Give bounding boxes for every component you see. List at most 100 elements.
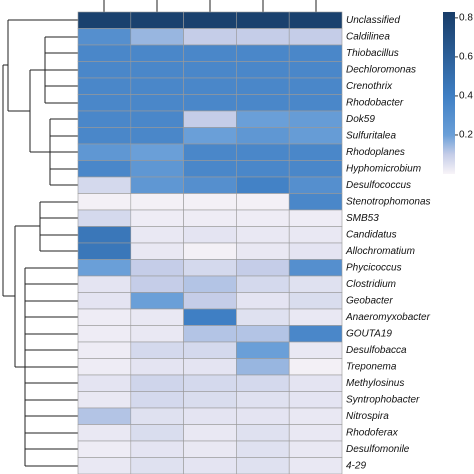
heatmap-cell xyxy=(77,259,132,277)
heatmap-cell xyxy=(183,325,237,343)
heatmap-cell xyxy=(183,308,237,326)
heatmap-cell xyxy=(288,77,343,95)
heatmap-cell xyxy=(183,440,237,458)
heatmap-cell xyxy=(236,176,290,194)
heatmap-cell xyxy=(183,127,237,145)
heatmap-cell xyxy=(130,341,184,359)
colorbar xyxy=(443,12,455,174)
heatmap-cell xyxy=(236,242,290,260)
heatmap-cell xyxy=(77,110,132,128)
row-label: Rhodobacter xyxy=(346,97,404,108)
row-label: Crenothrix xyxy=(346,81,393,92)
heatmap-cell xyxy=(130,127,184,145)
heatmap-cell xyxy=(183,226,237,244)
heatmap-cell xyxy=(77,127,132,145)
heatmap-cell xyxy=(288,127,343,145)
heatmap-cell xyxy=(288,176,343,194)
row-label: Treponema xyxy=(346,361,397,372)
heatmap-cell xyxy=(130,457,184,474)
row-label: 4-29 xyxy=(346,460,366,471)
heatmap-cell xyxy=(236,424,290,442)
heatmap-cell xyxy=(236,77,290,95)
heatmap-cell xyxy=(288,374,343,392)
heatmap-cell xyxy=(288,457,343,474)
heatmap-cell xyxy=(130,160,184,178)
column-dendrogram xyxy=(103,0,317,12)
heatmap-cell xyxy=(288,160,343,178)
heatmap-cell xyxy=(77,424,132,442)
heatmap-cell xyxy=(183,259,237,277)
heatmap-cell xyxy=(236,259,290,277)
heatmap-cell xyxy=(130,440,184,458)
heatmap-cell xyxy=(130,28,184,46)
heatmap-cell xyxy=(236,44,290,62)
heatmap-cell xyxy=(183,374,237,392)
row-label: Methylosinus xyxy=(346,378,404,389)
heatmap-cell xyxy=(236,457,290,474)
colorbar-tick-label: 0.8 xyxy=(459,12,473,23)
heatmap-cell xyxy=(130,292,184,310)
heatmap-cell xyxy=(77,242,132,260)
heatmap-cell xyxy=(236,226,290,244)
heatmap-cell xyxy=(77,193,132,211)
heatmap-cell xyxy=(77,11,132,29)
row-label: Dechloromonas xyxy=(346,64,416,75)
row-label: Sulfuritalea xyxy=(346,130,396,141)
heatmap-cell xyxy=(288,94,343,112)
heatmap-cell xyxy=(236,28,290,46)
heatmap-cell xyxy=(236,143,290,161)
heatmap-cell xyxy=(77,440,132,458)
row-label: Clostridium xyxy=(346,279,396,290)
heatmap-cell xyxy=(288,341,343,359)
heatmap-cell xyxy=(183,292,237,310)
heatmap-cell xyxy=(183,209,237,227)
heatmap-cell xyxy=(130,424,184,442)
heatmap-cell xyxy=(288,440,343,458)
heatmap-cell xyxy=(236,94,290,112)
heatmap-cell xyxy=(288,193,343,211)
heatmap-cell xyxy=(236,127,290,145)
heatmap-cell xyxy=(288,143,343,161)
heatmap-cell xyxy=(288,226,343,244)
heatmap-cell xyxy=(183,407,237,425)
heatmap-cell xyxy=(236,292,290,310)
heatmap-cell xyxy=(288,11,343,29)
heatmap-cell xyxy=(130,358,184,376)
heatmap-cell xyxy=(183,61,237,79)
row-label: SMB53 xyxy=(346,213,379,224)
heatmap-cell xyxy=(183,358,237,376)
heatmap-cell xyxy=(236,11,290,29)
heatmap-cell xyxy=(288,424,343,442)
row-label: Allochromatium xyxy=(345,246,415,257)
row-label: Nitrospira xyxy=(346,411,389,422)
heatmap-cell xyxy=(77,308,132,326)
row-label: Desulfobacca xyxy=(346,345,407,356)
heatmap-cell xyxy=(130,176,184,194)
heatmap-cell xyxy=(236,110,290,128)
heatmap-cell xyxy=(130,61,184,79)
heatmap-cell xyxy=(183,11,237,29)
heatmap-cell xyxy=(288,110,343,128)
heatmap-cell xyxy=(77,160,132,178)
heatmap-cell xyxy=(288,292,343,310)
row-label: Thiobacillus xyxy=(346,48,399,59)
heatmap-cell xyxy=(288,61,343,79)
heatmap-cell xyxy=(183,110,237,128)
heatmap-cell xyxy=(183,275,237,293)
heatmap-cell xyxy=(77,275,132,293)
heatmap-cell xyxy=(77,176,132,194)
heatmap-cell xyxy=(130,374,184,392)
heatmap-cell xyxy=(77,209,132,227)
heatmap-cell xyxy=(130,209,184,227)
heatmap-cell xyxy=(77,44,132,62)
row-label: Syntrophobacter xyxy=(346,394,420,405)
heatmap-cell xyxy=(183,424,237,442)
heatmap-cell xyxy=(77,292,132,310)
heatmap-cell xyxy=(236,325,290,343)
heatmap-cell xyxy=(77,407,132,425)
heatmap-cell xyxy=(288,407,343,425)
row-label: Caldilinea xyxy=(346,31,390,42)
heatmap-cell xyxy=(130,193,184,211)
row-label: Dok59 xyxy=(346,114,375,125)
